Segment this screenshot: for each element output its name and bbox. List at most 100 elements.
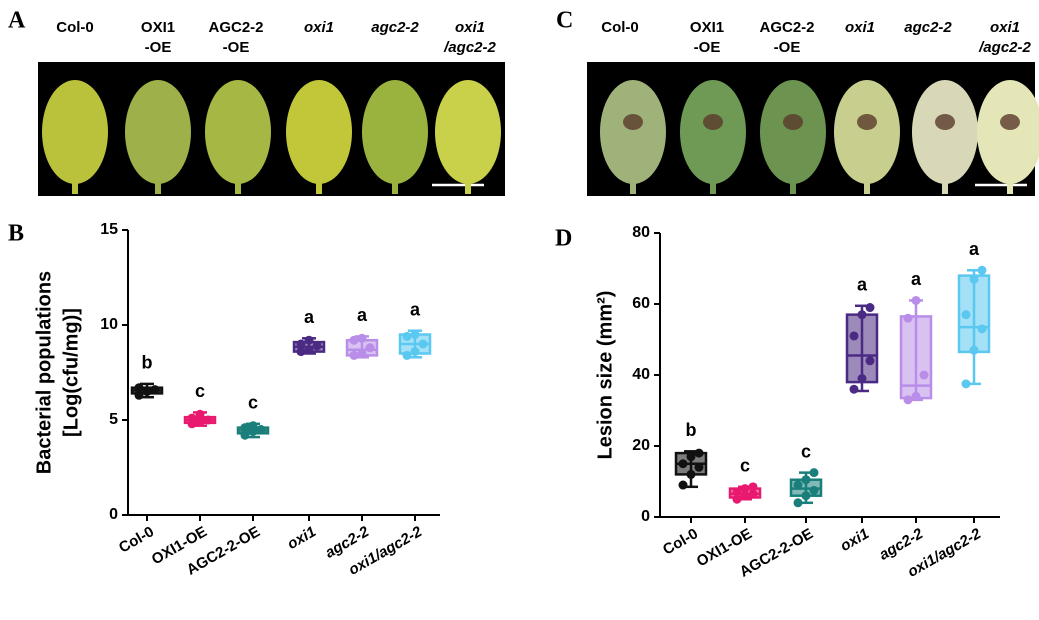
data-point [686,452,696,462]
data-point [694,448,704,458]
y-tick-label: 15 [100,221,118,238]
data-point [402,331,412,341]
data-point [240,423,250,433]
genotype-label: AGC2-2 [759,19,814,36]
data-point [296,339,306,349]
data-point [296,347,306,357]
y-tick-label: 10 [100,316,118,333]
genotype-label: /agc2-2 [978,39,1031,56]
data-point [801,475,811,485]
genotype-label: OXI1 [141,19,175,36]
panel-letter: B [8,221,24,247]
significance-letter: a [969,239,980,259]
data-point [857,310,867,320]
leaf [977,80,1039,184]
data-point [748,489,758,499]
y-axis-label: Lesion size (mm²) [594,291,616,460]
data-point [304,335,314,345]
leaf [125,80,191,184]
data-point [150,385,160,395]
y-axis-label: Bacterial populations [33,271,55,474]
lesion [1000,114,1020,130]
leaf [205,80,271,184]
y-tick-label: 0 [641,508,650,525]
data-point [740,491,750,501]
data-point [195,417,205,427]
data-point [740,484,750,494]
data-point [134,390,144,400]
significance-letter: c [801,441,811,461]
genotype-label: oxi1 [845,19,875,36]
data-point [312,341,322,351]
lesion [857,114,877,130]
data-point [732,487,742,497]
leaf [600,80,666,184]
data-point [418,339,428,349]
data-point [357,333,367,343]
data-point [809,468,819,478]
data-point [849,331,859,341]
pathogen-label: P. syringae [13,93,29,166]
data-point [142,387,152,396]
data-point [195,409,205,419]
x-tick-label: oxi1 [284,523,318,553]
genotype-label: /agc2-2 [443,39,496,56]
y-tick-label: 5 [109,411,118,428]
data-point [248,421,258,431]
data-point [410,347,420,357]
y-axis-label: [Log(cfu/mg)] [60,308,82,437]
genotype-label: Col-0 [601,19,639,36]
genotype-label: AGC2-2 [208,19,263,36]
data-point [911,295,921,305]
leaf [362,80,428,184]
data-point [349,350,359,360]
data-point [357,349,367,358]
significance-letter: c [248,393,258,413]
y-tick-label: 40 [632,366,650,383]
genotype-label: -OE [145,39,172,56]
y-tick-label: 0 [109,506,118,523]
lesion [703,114,723,130]
data-point [678,480,688,490]
data-point [865,303,875,313]
data-point [203,415,213,425]
data-point [410,330,420,339]
data-point [793,480,803,490]
lesion [935,114,955,130]
data-point [694,462,704,472]
data-point [678,459,688,469]
y-tick-label: 80 [632,224,650,241]
leaf [760,80,826,184]
x-tick-label: Col-0 [660,525,701,558]
data-point [187,413,197,423]
data-point [801,491,811,501]
data-point [402,350,412,360]
genotype-label: -OE [774,39,801,56]
data-point [977,324,987,334]
data-point [349,335,359,345]
data-point [857,374,867,384]
panel-letter: D [555,226,572,252]
significance-letter: a [911,269,922,289]
genotype-label: Col-0 [56,19,94,36]
significance-letter: b [142,353,153,373]
genotype-label: -OE [694,39,721,56]
lesion [783,114,803,130]
data-point [365,343,375,353]
significance-letter: a [857,275,868,295]
data-point [969,274,979,284]
significance-letter: b [686,420,697,440]
data-point [732,494,742,504]
leaf [42,80,108,184]
data-point [849,384,859,394]
leaf [680,80,746,184]
data-point [919,370,929,380]
significance-letter: c [195,381,205,401]
genotype-label: -OE [223,39,250,56]
data-point [903,395,913,405]
genotype-label: OXI1 [690,19,724,36]
data-point [961,310,971,320]
y-tick-label: 20 [632,437,650,454]
genotype-label: agc2-2 [371,19,419,36]
leaf [435,80,501,184]
